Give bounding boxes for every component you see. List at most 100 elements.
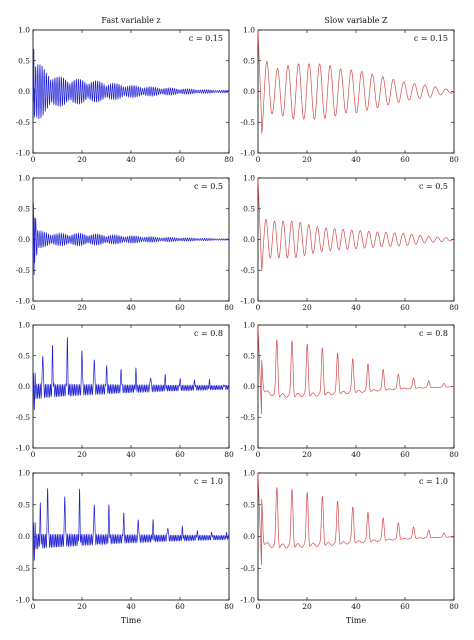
- y-tick-label: 1.0: [243, 469, 255, 478]
- y-tick-label: 0.5: [243, 351, 255, 360]
- y-tick-label: 0.5: [18, 351, 30, 360]
- y-tick-label: -0.5: [241, 564, 256, 573]
- x-tick-label: 60: [175, 155, 185, 164]
- x-tick-label: 0: [31, 303, 36, 312]
- x-tick-label: 20: [77, 155, 87, 164]
- series-line: [32, 48, 230, 119]
- y-tick-label: -1.0: [241, 297, 256, 306]
- x-tick-label: 0: [31, 602, 36, 611]
- panel-slow-c08: -1.0 -0.5 0.0 0.5 1.0 0 20 40 60 80 c = 0.8: [241, 321, 459, 460]
- x-tick-label: 0: [256, 155, 261, 164]
- x-tick-label: 40: [126, 155, 136, 164]
- panel-fast-c05: -1.0 -0.5 0.0 0.5 1.0 0 20 40 60 80 c = 0.5: [16, 174, 234, 313]
- y-tick-label: -1.0: [16, 297, 31, 306]
- plot-frame: [257, 472, 455, 601]
- y-tick-label: 0.0: [18, 532, 30, 541]
- series-line: [32, 488, 230, 561]
- series-line: [257, 472, 454, 566]
- x-tick-label: 20: [77, 303, 87, 312]
- y-tick-label: 0.5: [18, 500, 30, 509]
- panel-annotation: c = 1.0: [419, 477, 448, 486]
- x-tick-label: 60: [400, 602, 410, 611]
- panel-fast-c08: -1.0 -0.5 0.0 0.5 1.0 0 20 40 60 80 c = 0.8: [16, 321, 234, 460]
- panel-annotation: c = 0.5: [194, 182, 223, 191]
- x-axis-title-slow: Time: [346, 616, 366, 625]
- x-tick-label: 60: [175, 450, 185, 459]
- panel-annotation: c = 0.5: [419, 182, 448, 191]
- panel-annotation: c = 0.8: [419, 329, 448, 338]
- x-tick-label: 40: [126, 602, 136, 611]
- panel-annotation: c = 0.15: [414, 34, 448, 43]
- y-tick-label: -0.5: [16, 266, 31, 275]
- y-tick-label: 0.5: [243, 204, 255, 213]
- panel-slow-c05: -1.0 -0.5 0.0 0.5 1.0 0 20 40 60 80 c = 0.5: [241, 174, 459, 313]
- x-tick-label: 20: [77, 450, 87, 459]
- y-tick-label: -0.5: [241, 266, 256, 275]
- y-tick-label: -0.5: [16, 413, 31, 422]
- x-tick-label: 60: [175, 303, 185, 312]
- x-tick-label: 20: [302, 602, 312, 611]
- y-tick-label: 0.0: [18, 382, 30, 391]
- x-tick-label: 0: [31, 450, 36, 459]
- x-tick-label: 0: [256, 303, 261, 312]
- panel-slow-c10: -1.0 -0.5 0.0 0.5 1.0 0 20 40 60 80 c = 1.0: [241, 469, 459, 612]
- panels: -1.0-0.50.00.51.00 20 40 60 80c = 0.15-1.0-0…: [16, 26, 459, 612]
- plot-frame: [257, 177, 455, 302]
- x-tick-label: 80: [224, 155, 234, 164]
- y-tick-label: -0.5: [16, 118, 31, 127]
- plot-frame: [257, 29, 455, 154]
- y-tick-label: -0.5: [241, 413, 256, 422]
- x-tick-label: 0: [31, 155, 36, 164]
- y-tick-label: 0.0: [243, 87, 255, 96]
- plot-frame: [257, 324, 455, 449]
- x-tick-label: 60: [400, 450, 410, 459]
- series-line: [257, 177, 455, 272]
- x-tick-label: 60: [400, 155, 410, 164]
- panel-annotation: c = 1.0: [194, 477, 223, 486]
- x-tick-label: 40: [126, 450, 136, 459]
- y-tick-label: 1.0: [243, 26, 255, 35]
- x-tick-label: 40: [351, 450, 361, 459]
- x-tick-label: 80: [224, 303, 234, 312]
- y-tick-label: -0.5: [16, 564, 31, 573]
- y-tick-label: 0.0: [18, 87, 30, 96]
- y-tick-label: 0.5: [243, 56, 255, 65]
- series-line: [32, 336, 230, 411]
- panel-annotation: c = 0.8: [194, 329, 223, 338]
- y-tick-label: 0.0: [18, 235, 30, 244]
- panel-fast-c10: -1.0 -0.5 0.0 0.5 1.0 0 20 40 60 80 c = 1.0: [16, 469, 234, 612]
- x-tick-label: 40: [351, 303, 361, 312]
- x-tick-label: 20: [302, 303, 312, 312]
- y-tick-label: 0.0: [243, 235, 255, 244]
- x-tick-label: 40: [351, 602, 361, 611]
- x-tick-label: 20: [302, 155, 312, 164]
- x-tick-label: 60: [400, 303, 410, 312]
- series-line: [257, 324, 455, 415]
- y-tick-label: -1.0: [16, 596, 31, 605]
- y-tick-label: 1.0: [243, 174, 255, 183]
- x-tick-label: 20: [302, 450, 312, 459]
- y-tick-label: -1.0: [241, 596, 256, 605]
- column-title-slow: Slow variable Z: [324, 16, 388, 25]
- panel-slow-c015: -1.0 -0.5 0.0 0.5 1.0 0 20 40 60 80 c = 0.15: [241, 26, 459, 165]
- y-tick-label: 1.0: [18, 321, 30, 330]
- x-tick-label: 80: [224, 450, 234, 459]
- x-tick-label: 0: [256, 602, 261, 611]
- y-tick-label: 0.5: [18, 56, 30, 65]
- series-line: [32, 203, 230, 276]
- y-tick-label: 1.0: [243, 321, 255, 330]
- x-tick-label: 80: [224, 602, 234, 611]
- x-tick-label: 40: [351, 155, 361, 164]
- y-tick-label: 1.0: [18, 469, 30, 478]
- x-tick-label: 80: [449, 602, 459, 611]
- x-tick-label: 80: [449, 303, 459, 312]
- x-tick-label: 20: [77, 602, 87, 611]
- y-tick-label: -1.0: [241, 444, 256, 453]
- y-tick-label: -1.0: [16, 444, 31, 453]
- column-title-fast: Fast variable z: [101, 16, 160, 25]
- x-tick-label: 40: [126, 303, 136, 312]
- y-tick-label: 1.0: [18, 26, 30, 35]
- x-tick-label: 60: [175, 602, 185, 611]
- x-axis-title-fast: Time: [121, 616, 141, 625]
